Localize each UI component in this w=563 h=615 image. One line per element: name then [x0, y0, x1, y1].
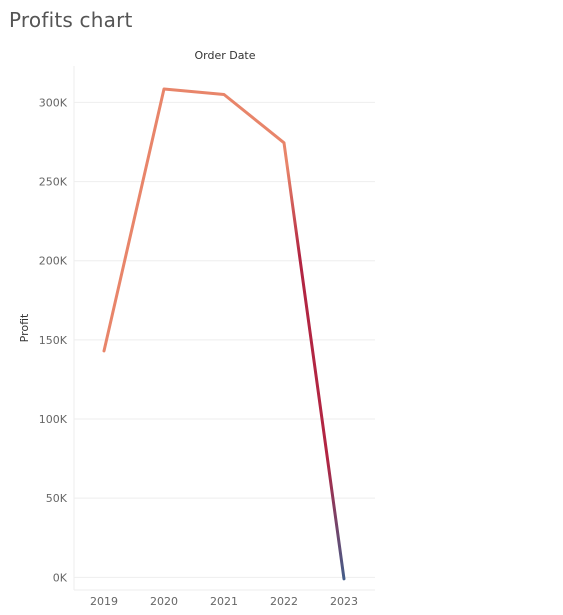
gridlines — [74, 101, 375, 578]
y-tick-label: 0K — [53, 571, 68, 584]
profit-series-line[interactable] — [102, 87, 346, 581]
x-tick-label: 2023 — [330, 595, 358, 608]
x-axis-ticks: 2019 2020 2021 2022 2023 — [90, 595, 358, 608]
x-tick-label: 2020 — [150, 595, 178, 608]
x-tick-label: 2019 — [90, 595, 118, 608]
page-title: Profits chart — [9, 8, 133, 32]
x-tick-label: 2021 — [210, 595, 238, 608]
y-tick-label: 250K — [39, 176, 68, 189]
y-tick-label: 150K — [39, 334, 68, 347]
x-tick-label: 2022 — [270, 595, 298, 608]
y-tick-label: 100K — [39, 413, 68, 426]
y-tick-label: 300K — [39, 96, 68, 109]
y-tick-label: 200K — [39, 255, 68, 268]
y-axis-title: Profit — [18, 313, 31, 342]
x-axis-title: Order Date — [194, 49, 255, 62]
axes — [73, 66, 375, 591]
y-axis-ticks: 0K 50K 100K 150K 200K 250K 300K — [39, 96, 68, 584]
y-tick-label: 50K — [46, 492, 68, 505]
series-group — [102, 87, 346, 581]
